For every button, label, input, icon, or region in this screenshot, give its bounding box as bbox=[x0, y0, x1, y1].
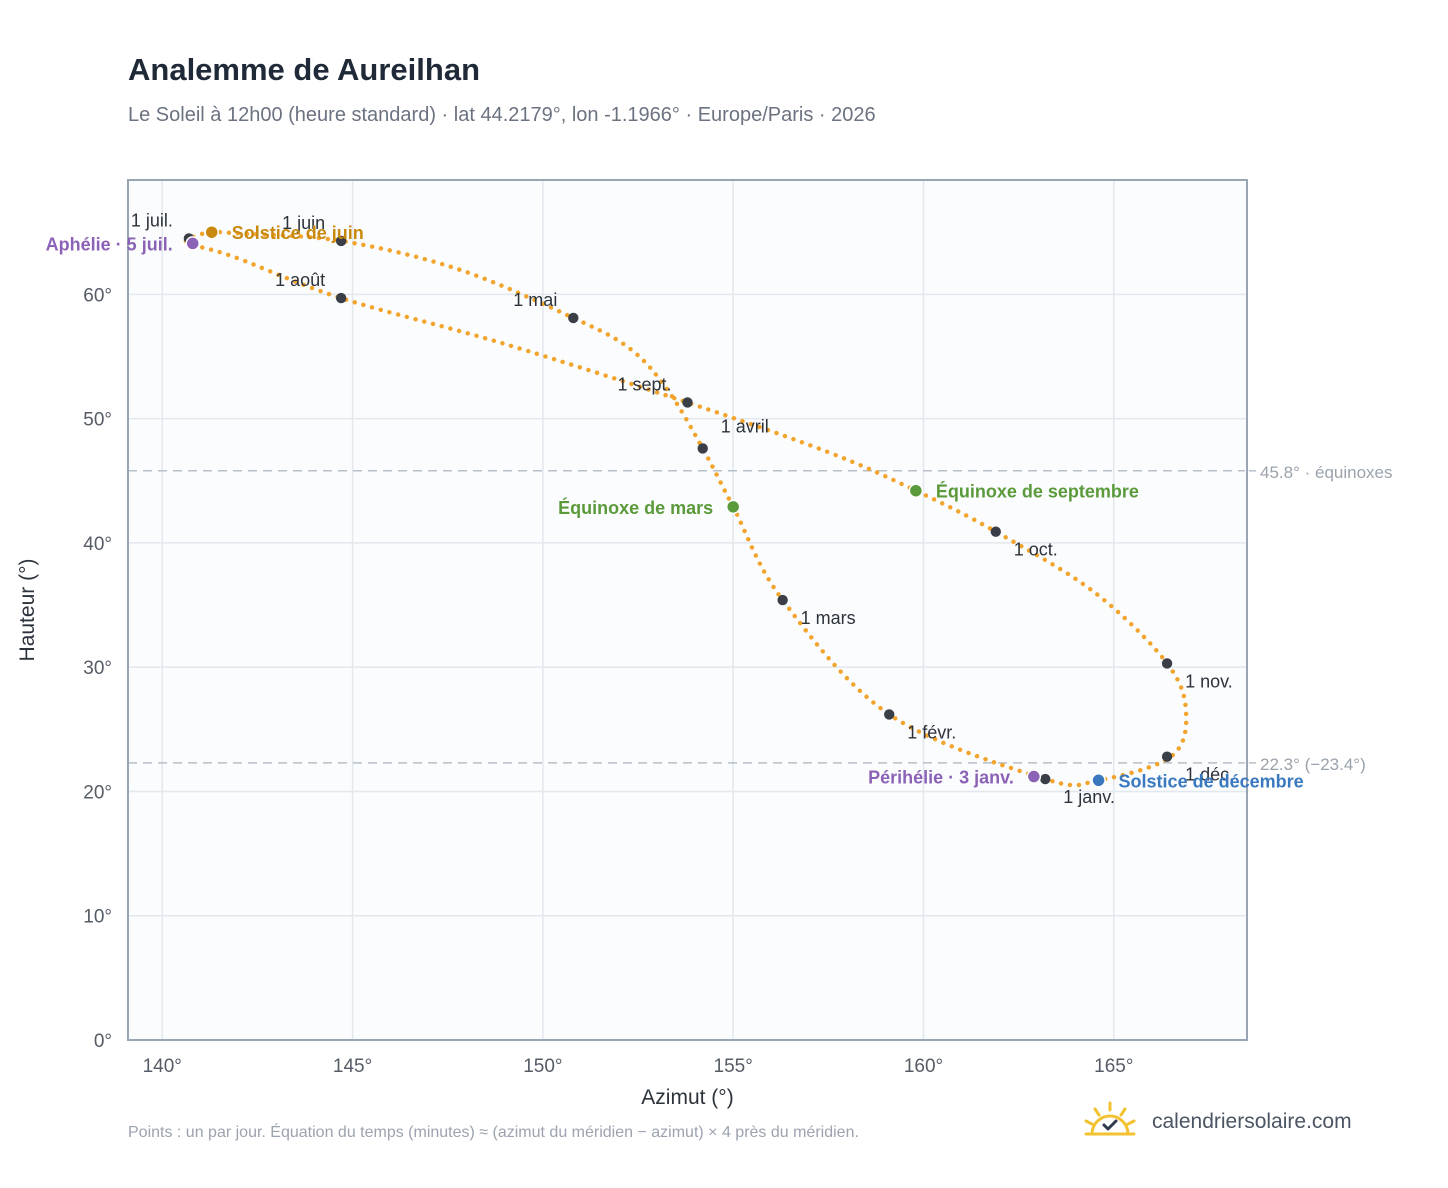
plot-frame bbox=[127, 179, 1248, 1041]
x-tick-label: 165° bbox=[1094, 1056, 1133, 1077]
y-tick-label: 20° bbox=[83, 782, 112, 803]
y-axis-label: Hauteur (°) bbox=[16, 559, 39, 662]
month-label: 1 juil. bbox=[131, 210, 173, 230]
event-marker bbox=[185, 236, 200, 251]
month-marker bbox=[1040, 773, 1051, 785]
event-label: Équinoxe de mars bbox=[558, 497, 713, 518]
x-tick-label: 160° bbox=[904, 1056, 943, 1077]
reference-line-label: 22.3° (−23.4°) bbox=[1260, 755, 1366, 774]
event-marker bbox=[1026, 769, 1042, 784]
event-label: Solstice de juin bbox=[232, 223, 364, 243]
month-label: 1 avril bbox=[721, 416, 769, 436]
month-marker bbox=[335, 292, 347, 304]
month-label: 1 nov. bbox=[1185, 671, 1233, 691]
sun-check-icon bbox=[1084, 1101, 1136, 1136]
event-marker bbox=[204, 224, 219, 240]
event-label: Équinoxe de septembre bbox=[936, 481, 1139, 502]
month-marker bbox=[990, 526, 1001, 537]
month-label: 1 juin bbox=[282, 213, 325, 233]
month-marker bbox=[777, 594, 788, 606]
event-label: Périhélie · 3 janv. bbox=[868, 768, 1014, 788]
reference-line-label: 45.8° · équinoxes bbox=[1260, 463, 1393, 482]
month-label: 1 sept. bbox=[617, 374, 671, 394]
x-tick-label: 140° bbox=[143, 1056, 182, 1077]
month-label: 1 mars bbox=[801, 608, 856, 628]
plot-area bbox=[128, 180, 1247, 1040]
month-label: 1 janv. bbox=[1063, 787, 1115, 807]
page-title: Analemme de Aureilhan bbox=[128, 52, 481, 87]
month-marker bbox=[568, 312, 579, 324]
x-tick-label: 145° bbox=[333, 1056, 372, 1077]
event-marker bbox=[1091, 773, 1106, 788]
event-marker bbox=[725, 499, 741, 515]
y-tick-label: 30° bbox=[83, 658, 112, 679]
y-tick-label: 10° bbox=[83, 907, 112, 928]
y-tick-label: 60° bbox=[83, 285, 112, 306]
x-tick-label: 150° bbox=[523, 1056, 562, 1077]
month-label: 1 août bbox=[275, 270, 325, 290]
event-marker bbox=[908, 483, 924, 498]
month-label: 1 févr. bbox=[907, 722, 956, 742]
x-axis-label: Azimut (°) bbox=[641, 1086, 733, 1109]
brand-name: calendriersolaire.com bbox=[1152, 1110, 1352, 1133]
month-marker bbox=[335, 235, 347, 247]
month-marker bbox=[682, 397, 693, 408]
x-tick-label: 155° bbox=[714, 1056, 753, 1077]
y-tick-label: 50° bbox=[83, 410, 112, 431]
y-tick-label: 40° bbox=[83, 534, 112, 555]
page-subtitle: Le Soleil à 12h00 (heure standard) · lat… bbox=[128, 104, 876, 126]
y-tick-label: 0° bbox=[94, 1031, 112, 1052]
footnote: Points : un par jour. Équation du temps … bbox=[128, 1124, 859, 1141]
month-marker bbox=[1161, 751, 1173, 762]
month-label: 1 déc. bbox=[1185, 765, 1234, 785]
month-marker bbox=[697, 443, 708, 454]
event-label: Solstice de décembre bbox=[1119, 771, 1304, 791]
month-marker bbox=[1161, 658, 1173, 669]
month-marker bbox=[884, 709, 895, 720]
month-label: 1 oct. bbox=[1014, 540, 1058, 560]
brand[interactable]: calendriersolaire.com bbox=[1082, 1100, 1352, 1144]
month-label: 1 mai bbox=[513, 290, 557, 310]
event-label: Aphélie · 5 juil. bbox=[46, 234, 173, 254]
